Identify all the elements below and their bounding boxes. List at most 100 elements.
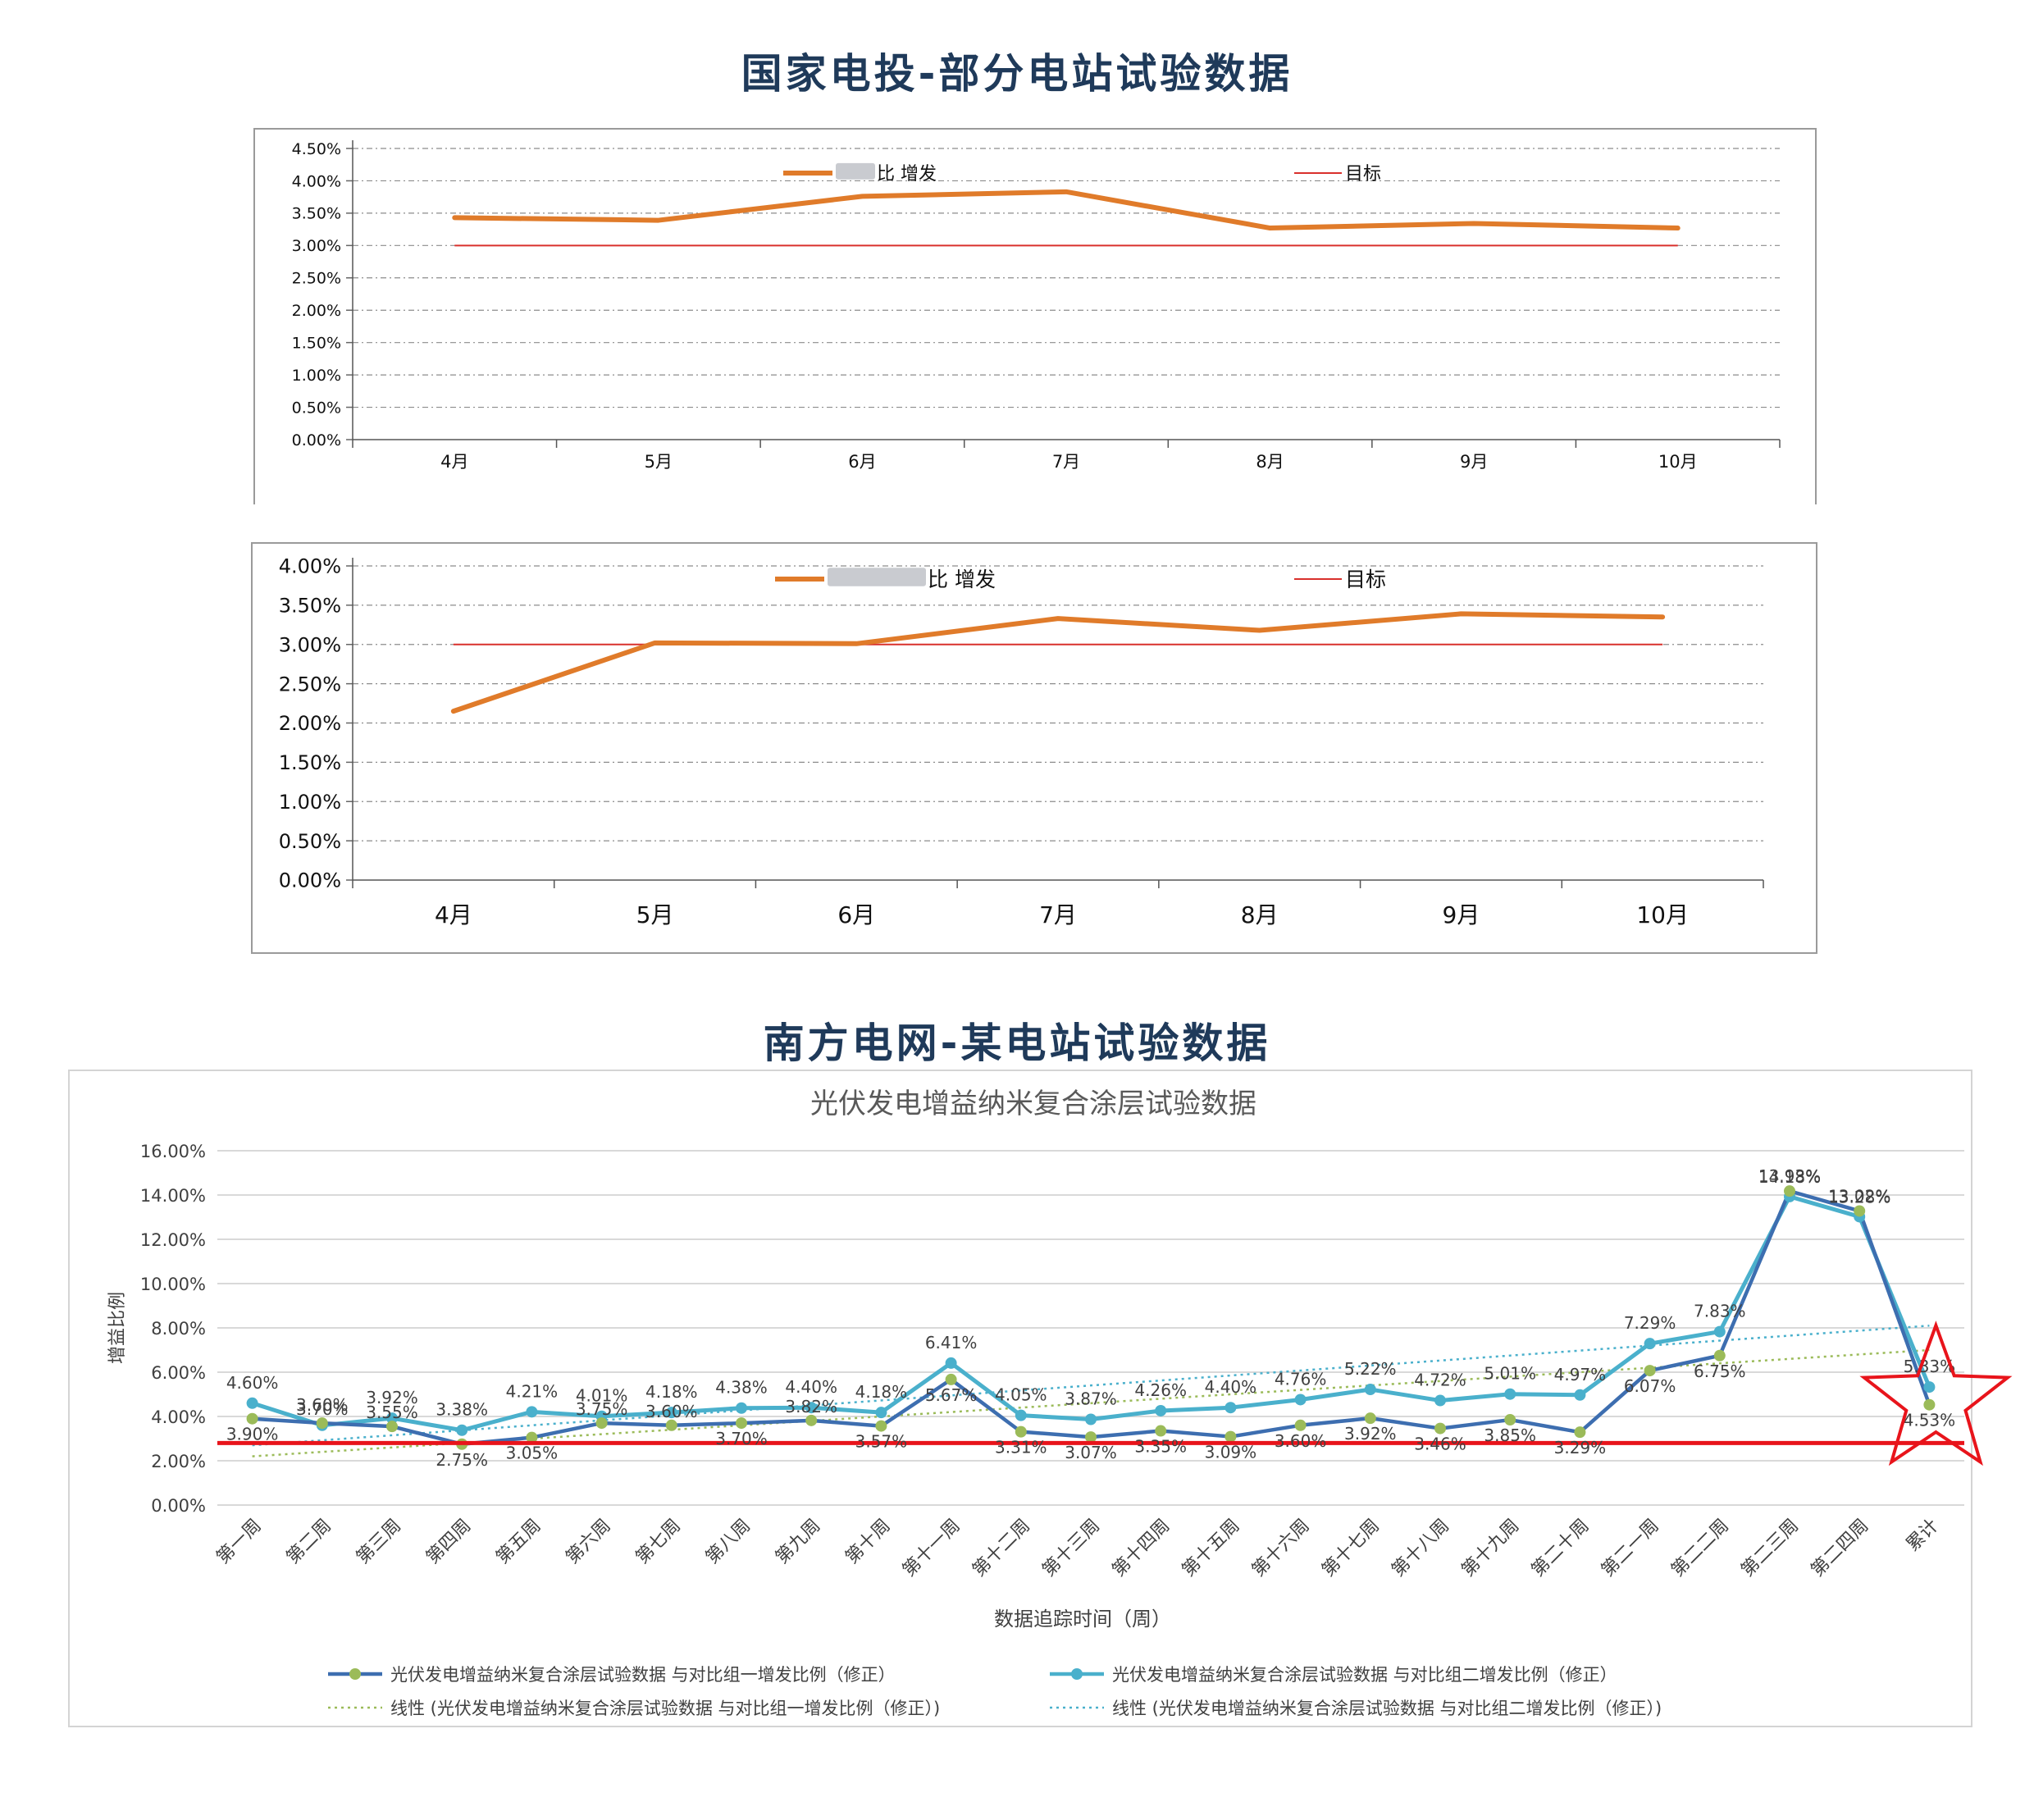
data-label-group2: 4.72% — [1414, 1371, 1466, 1390]
section-title-csg: 南方电网-某电站试验数据 — [763, 1019, 1271, 1067]
section-title-spic: 国家电投-部分电站试验数据 — [741, 50, 1293, 98]
data-label-group2: 13.93% — [1758, 1166, 1821, 1186]
data-point-group1 — [1434, 1422, 1446, 1435]
data-label-group2: 3.60% — [296, 1395, 349, 1415]
data-label-group1: 14.18% — [1758, 1167, 1821, 1187]
data-point-group1 — [1574, 1426, 1586, 1439]
x-tick-label: 7月 — [1039, 901, 1077, 928]
data-point-group1 — [1225, 1430, 1237, 1443]
y-tick-label: 1.00% — [279, 791, 341, 814]
data-label-group1: 3.70% — [715, 1429, 768, 1448]
x-tick-label: 9月 — [1443, 901, 1480, 928]
data-label-group2: 4.38% — [715, 1378, 768, 1398]
data-point-group2 — [1294, 1394, 1307, 1406]
data-point-group2 — [1713, 1325, 1726, 1338]
trendline-group1 — [252, 1348, 1930, 1457]
y-tick-label: 14.00% — [140, 1186, 206, 1206]
data-point — [855, 642, 858, 645]
data-label-group2: 5.01% — [1484, 1364, 1536, 1384]
x-tick-label: 5月 — [636, 901, 674, 928]
data-point-group1 — [246, 1412, 258, 1425]
x-tick-label: 10月 — [1658, 452, 1698, 472]
data-point-group1 — [875, 1420, 887, 1432]
legend-label-gain: 比 增发 — [928, 568, 996, 591]
legend-item-group2-label: 光伏发电增益纳米复合涂层试验数据 与对比组二增发比例（修正） — [1112, 1665, 1617, 1685]
data-label-group1: 3.90% — [226, 1425, 279, 1444]
data-point — [1662, 616, 1664, 618]
highlight-star-icon — [1859, 1321, 2013, 1466]
data-point — [1473, 222, 1475, 225]
data-label-group1: 3.09% — [1205, 1443, 1257, 1462]
data-point-group2 — [1923, 1381, 1936, 1394]
data-point-group2 — [1434, 1394, 1446, 1407]
data-point — [1258, 629, 1261, 632]
legend-label-target: 目标 — [1345, 164, 1381, 185]
data-point-group1 — [595, 1417, 608, 1430]
y-tick-label: 10.00% — [140, 1275, 206, 1294]
data-point-group1 — [526, 1431, 538, 1444]
data-point-group2 — [1364, 1384, 1376, 1396]
y-tick-label: 12.00% — [140, 1230, 206, 1250]
chart-frame — [68, 1070, 1972, 1727]
x-tick-label: 6月 — [837, 901, 875, 928]
y-tick-label: 16.00% — [140, 1142, 206, 1161]
data-point-group1 — [386, 1421, 398, 1433]
y-tick-label: 6.00% — [151, 1363, 206, 1383]
data-label-group1: 3.60% — [645, 1402, 698, 1421]
data-label-group2: 4.76% — [1275, 1369, 1327, 1389]
chart-frame — [251, 542, 1817, 954]
data-point-group2 — [456, 1424, 468, 1436]
data-label-group2: 4.40% — [785, 1377, 837, 1397]
data-label-group1: 3.70% — [296, 1399, 349, 1419]
y-tick-label: 4.00% — [292, 172, 341, 190]
data-label-group2: 13.02% — [1828, 1186, 1890, 1206]
data-label-group2: 3.92% — [366, 1388, 418, 1407]
data-label-group1: 3.35% — [1134, 1437, 1187, 1457]
data-label-group1: 3.46% — [1414, 1435, 1466, 1454]
y-tick-label: 0.50% — [279, 830, 341, 853]
data-point-group1 — [665, 1419, 677, 1431]
data-label-group2: 3.87% — [1065, 1389, 1117, 1409]
data-label-group2: 4.97% — [1554, 1365, 1607, 1384]
data-point-group2 — [665, 1407, 677, 1419]
data-point — [1065, 190, 1067, 193]
trendline-group2 — [252, 1325, 1930, 1447]
redacted-mark — [836, 162, 875, 180]
y-tick-label: 2.00% — [279, 712, 341, 735]
chart-frame — [253, 128, 1817, 504]
x-tick-label: 4月 — [435, 901, 472, 928]
data-point — [657, 219, 659, 221]
legend-item-group2-marker — [1071, 1668, 1083, 1680]
data-point-group1 — [1923, 1398, 1936, 1411]
data-point-group2 — [1504, 1388, 1516, 1400]
data-label-group1: 3.05% — [506, 1444, 559, 1463]
data-label-group1: 3.29% — [1554, 1438, 1607, 1457]
y-tick-label: 8.00% — [151, 1319, 206, 1339]
y-tick-label: 3.00% — [292, 237, 341, 255]
data-point — [1269, 227, 1271, 230]
data-point-group2 — [1155, 1404, 1167, 1416]
data-point-group2 — [945, 1357, 957, 1369]
data-point-group1 — [805, 1414, 818, 1426]
data-point-group1 — [1504, 1414, 1516, 1426]
legend-item-trend1-label: 线性 (光伏发电增益纳米复合涂层试验数据 与对比组一增发比例（修正）) — [390, 1699, 940, 1718]
data-label-group1: 2.75% — [436, 1450, 488, 1470]
y-tick-label: 3.50% — [279, 595, 341, 618]
legend-item-group1-marker — [349, 1668, 361, 1680]
data-point-group2 — [246, 1397, 258, 1409]
y-axis-title: 增益比例 — [107, 1292, 128, 1364]
data-label-group2: 7.83% — [1694, 1302, 1746, 1321]
data-point-group2 — [1225, 1402, 1237, 1414]
data-point — [1676, 227, 1679, 230]
data-point-group2 — [1015, 1409, 1027, 1421]
x-tick-label: 6月 — [848, 452, 876, 472]
legend-item-group1-label: 光伏发电增益纳米复合涂层试验数据 与对比组一增发比例（修正） — [390, 1665, 896, 1685]
y-tick-label: 1.00% — [292, 367, 341, 385]
data-label-group2: 4.18% — [855, 1382, 908, 1402]
data-point — [1057, 618, 1059, 620]
data-point-group1 — [1713, 1349, 1726, 1362]
data-label-group2: 5.22% — [1344, 1359, 1397, 1379]
redacted-mark — [828, 568, 926, 586]
data-point-group1 — [945, 1373, 957, 1385]
data-label-group1: 3.57% — [855, 1432, 908, 1452]
